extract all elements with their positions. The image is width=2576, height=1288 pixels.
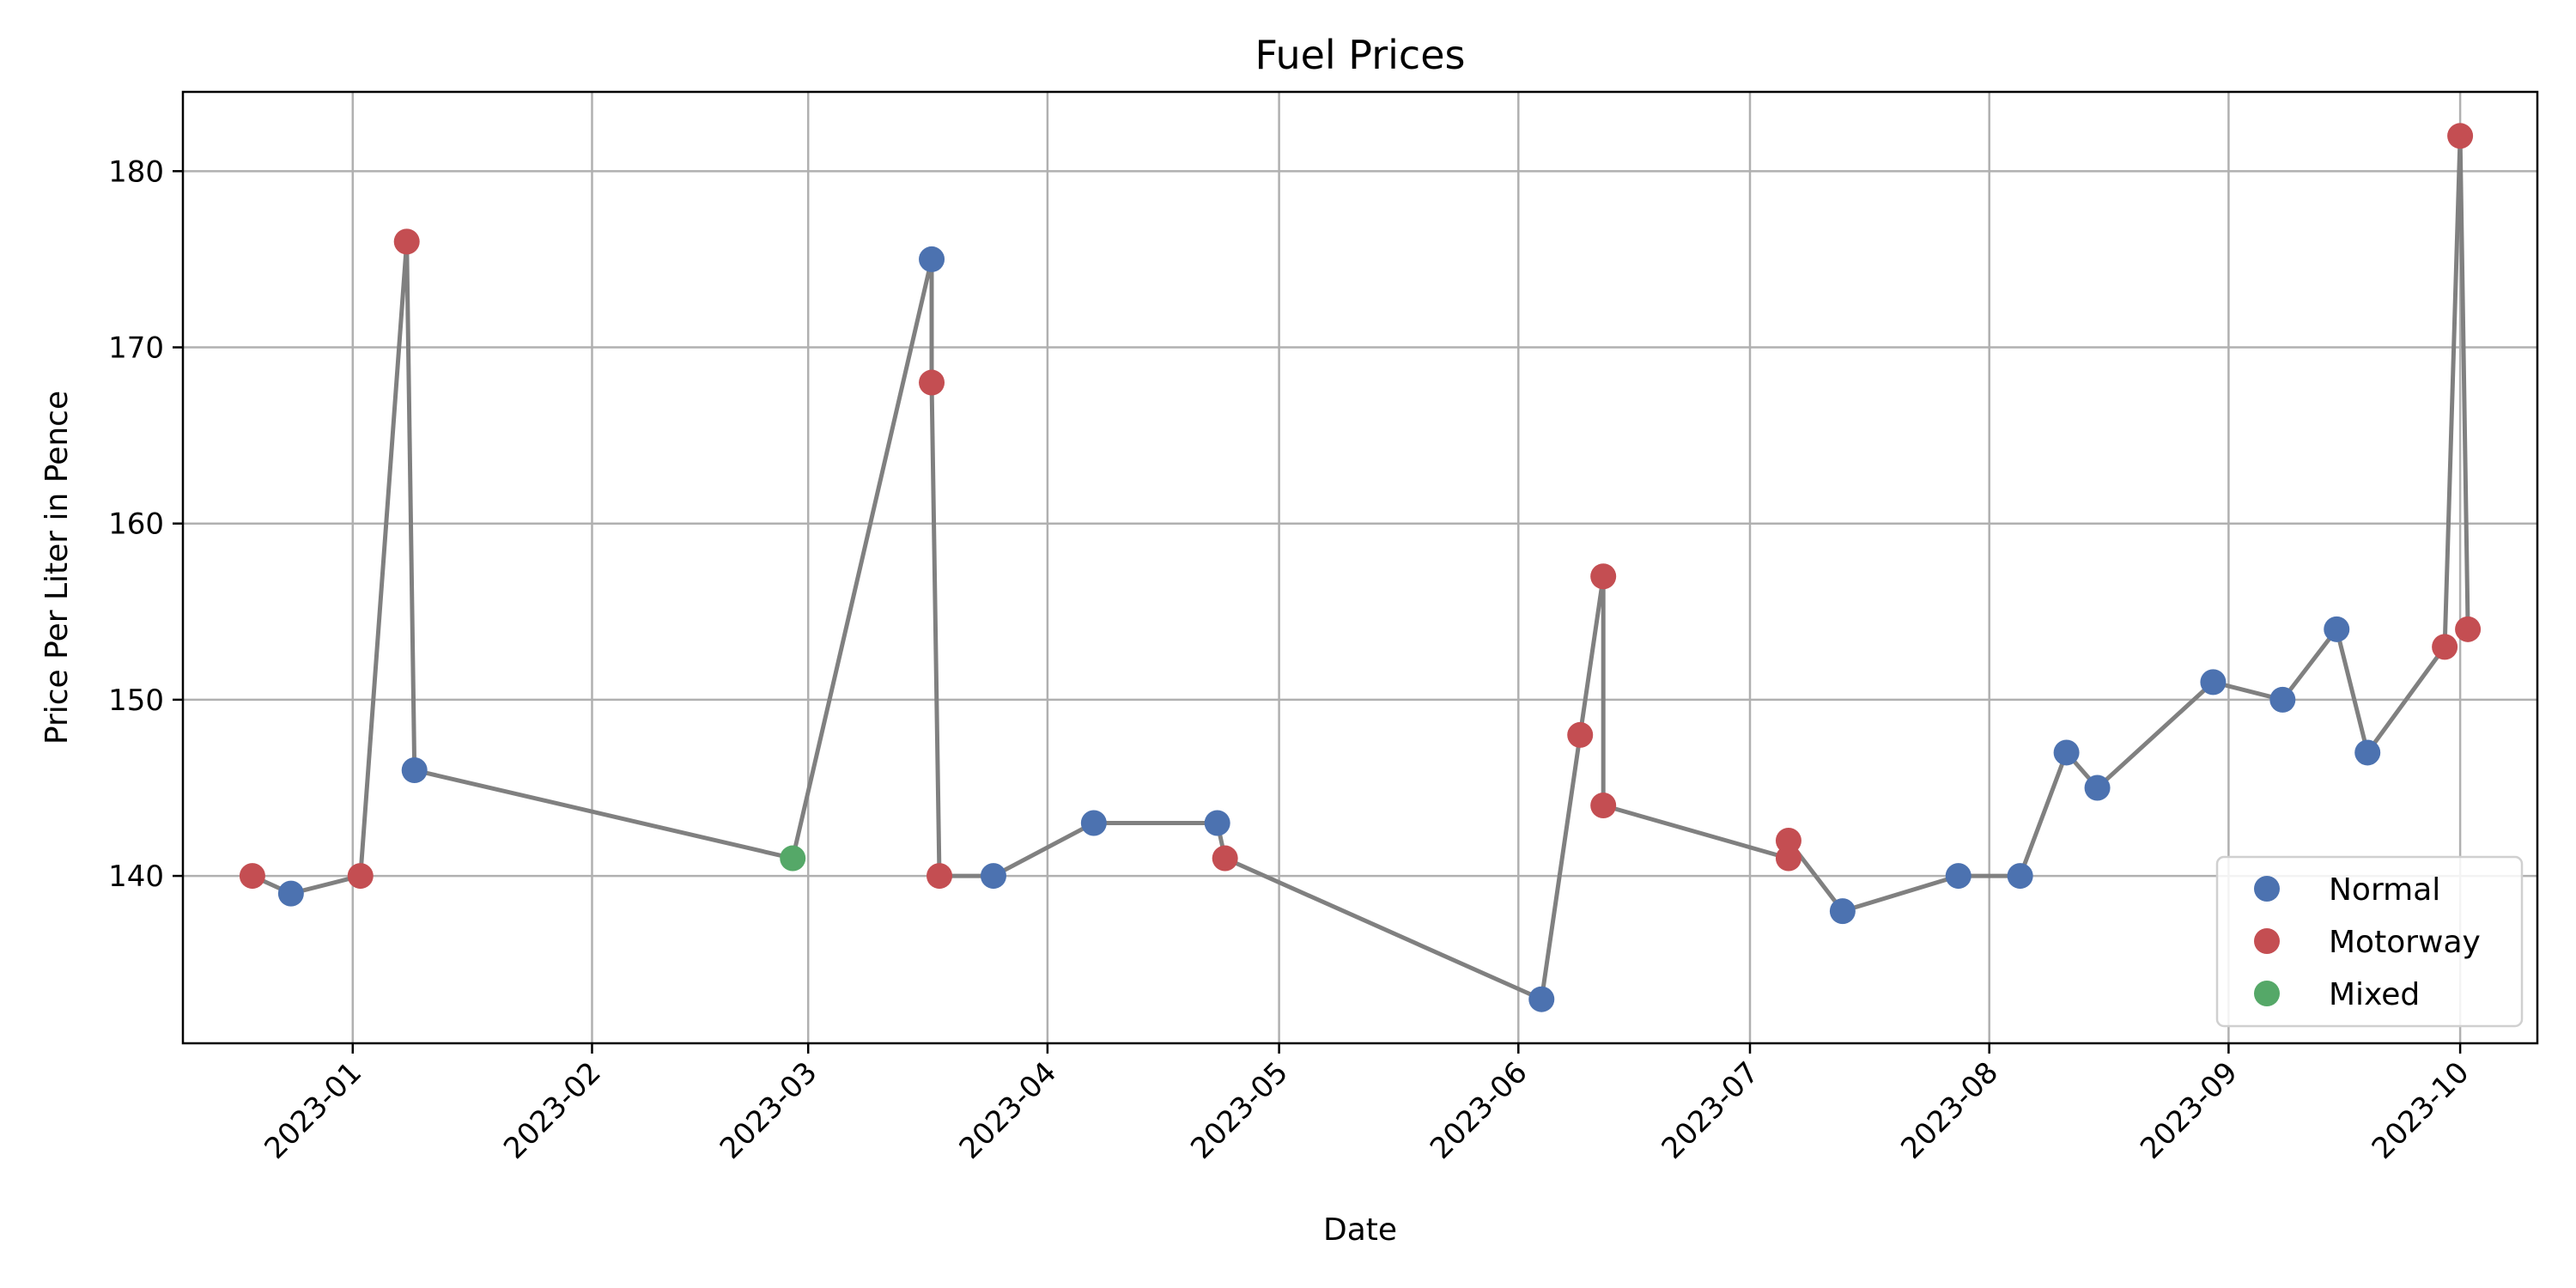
legend-marker-mixed [2254, 981, 2280, 1006]
data-point-motorway [1590, 563, 1617, 590]
legend-label-mixed: Mixed [2329, 977, 2420, 1012]
data-point-normal [1528, 986, 1555, 1012]
data-point-normal [1204, 810, 1230, 836]
y-axis-label: Price Per Liter in Pence [39, 391, 75, 744]
data-point-normal [1080, 810, 1107, 836]
y-tick-label: 140 [108, 860, 164, 894]
data-point-motorway [919, 369, 945, 396]
data-points [239, 123, 2482, 1012]
data-point-motorway [393, 228, 420, 255]
legend-marker-normal [2254, 876, 2280, 902]
data-point-motorway [239, 863, 265, 890]
legend-label-normal: Normal [2329, 872, 2440, 908]
legend-marker-motorway [2254, 928, 2280, 954]
data-point-normal [1829, 898, 1856, 925]
data-point-normal [2354, 739, 2381, 766]
legend-label-motorway: Motorway [2329, 925, 2481, 960]
data-point-motorway [2432, 634, 2458, 660]
legend: Normal Motorway Mixed [2215, 855, 2524, 1028]
y-tick-label: 170 [108, 331, 164, 366]
data-point-normal [2269, 686, 2296, 713]
data-point-normal [2200, 669, 2227, 696]
data-point-motorway [1567, 721, 1594, 748]
data-point-motorway [1775, 845, 1801, 872]
y-tick-label: 150 [108, 683, 164, 718]
data-point-motorway [1212, 845, 1238, 872]
data-point-normal [980, 863, 1006, 890]
legend-frame [2215, 855, 2524, 1028]
plot-area-frame [181, 90, 2539, 1045]
data-point-normal [919, 246, 945, 272]
data-point-normal [401, 756, 428, 783]
y-tick-label: 160 [108, 507, 164, 542]
data-point-normal [2324, 616, 2350, 642]
data-point-motorway [1590, 793, 1617, 818]
data-point-motorway [1775, 828, 1801, 854]
data-point-normal [2053, 739, 2080, 766]
data-point-motorway [2455, 616, 2482, 642]
data-point-mixed [780, 845, 806, 872]
data-point-motorway [927, 863, 953, 890]
data-point-normal [1945, 863, 1971, 890]
data-point-normal [2007, 863, 2033, 890]
data-point-normal [277, 880, 304, 907]
chart-title: Fuel Prices [1255, 32, 1466, 78]
y-axis-ticks: 140 150 160 170 180 [108, 155, 183, 894]
data-point-motorway [2447, 123, 2474, 149]
data-point-motorway [347, 863, 374, 890]
x-axis-label: Date [1323, 1212, 1397, 1248]
y-tick-label: 180 [108, 155, 164, 189]
data-point-normal [2084, 775, 2111, 801]
